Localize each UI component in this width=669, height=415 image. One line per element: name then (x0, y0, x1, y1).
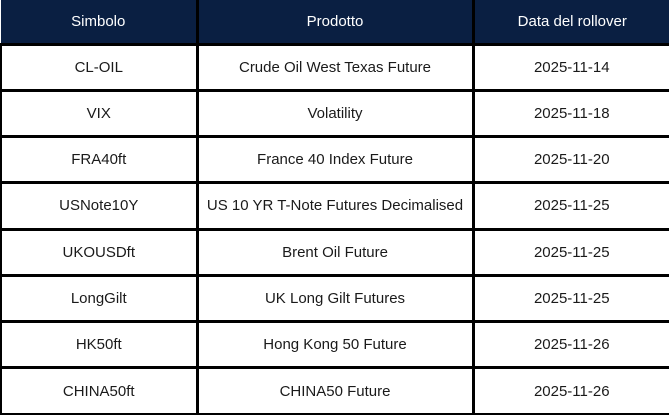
symbol-cell: FRA40ft (0, 134, 199, 185)
table-row: USNote10Y US 10 YR T-Note Futures Decimal… (0, 181, 669, 231)
product-cell: Volatility (195, 88, 475, 139)
column-header-prodotto: Prodotto (195, 0, 475, 46)
table-row: VIX Volatility 2025-11-18 (0, 88, 669, 139)
table-row: LongGilt UK Long Gilt Futures 2025-11-25 (0, 273, 669, 324)
rollover-date-cell: 2025-11-20 (471, 134, 669, 185)
header-row: Simbolo Prodotto Data del rollover (1, 0, 669, 46)
rollover-date-cell: 2025-11-14 (471, 42, 669, 92)
symbol-cell: VIX (0, 88, 199, 139)
symbol-cell: USNote10Y (0, 181, 199, 231)
rollover-date-cell: 2025-11-25 (471, 181, 669, 231)
table-header: Simbolo Prodotto Data del rollover (1, 0, 669, 46)
table-row: FRA40ft France 40 Index Future 2025-11-20 (0, 134, 669, 185)
table-row: UKOUSDft Brent Oil Future 2025-11-25 (0, 227, 669, 277)
product-cell: France 40 Index Future (195, 134, 475, 185)
product-cell: Hong Kong 50 Future (195, 319, 475, 370)
table-row: CHINA50ft CHINA50 Future 2025-11-26 (0, 366, 669, 415)
product-cell: Crude Oil West Texas Future (195, 42, 475, 92)
symbol-cell: LongGilt (0, 273, 199, 324)
rollover-date-cell: 2025-11-18 (471, 88, 669, 139)
product-cell: US 10 YR T-Note Futures Decimalised (195, 181, 475, 231)
symbol-cell: HK50ft (0, 319, 199, 370)
rollover-date-cell: 2025-11-26 (471, 366, 669, 415)
column-header-data-del-rollover: Data del rollover (471, 0, 669, 46)
rollover-date-cell: 2025-11-25 (471, 227, 669, 277)
rollover-date-cell: 2025-11-26 (471, 319, 669, 370)
table-body: CL-OIL Crude Oil West Texas Future 2025-11… (0, 42, 669, 415)
symbol-cell: CHINA50ft (0, 366, 199, 415)
rollover-date-cell: 2025-11-25 (471, 273, 669, 324)
symbol-cell: UKOUSDft (0, 227, 199, 277)
symbol-cell: CL-OIL (0, 42, 199, 92)
table-row: CL-OIL Crude Oil West Texas Future 2025-11… (0, 42, 669, 92)
column-header-simbolo: Simbolo (1, 0, 199, 46)
product-cell: UK Long Gilt Futures (195, 273, 475, 324)
product-cell: Brent Oil Future (195, 227, 475, 277)
product-cell: CHINA50 Future (195, 366, 475, 415)
table-row: HK50ft Hong Kong 50 Future 2025-11-26 (0, 319, 669, 370)
